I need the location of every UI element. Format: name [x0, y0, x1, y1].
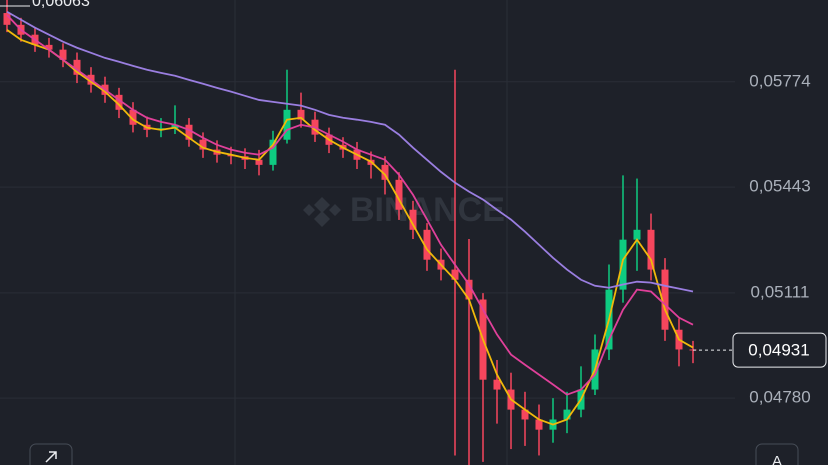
candle-body — [381, 164, 389, 180]
auto-button[interactable] — [755, 443, 799, 465]
candle-body — [45, 44, 53, 50]
y-tick-label: 0,04780 — [749, 388, 810, 407]
candle-body — [255, 159, 263, 165]
candle-body — [269, 139, 277, 165]
last-price-label: 0,04931 — [748, 341, 809, 360]
moving-average-line — [6, 14, 694, 396]
candle-body — [535, 419, 543, 430]
candle-body — [647, 229, 655, 270]
candle-body — [129, 109, 137, 125]
moving-average-line — [6, 10, 694, 293]
candle-body — [661, 269, 669, 330]
candle-body — [409, 209, 417, 230]
last-price-box — [732, 332, 827, 368]
candle-body — [465, 279, 473, 300]
candle-body — [59, 49, 67, 60]
auto-button-label: A — [772, 453, 782, 465]
y-tick-label: 0,05774 — [749, 71, 810, 90]
candle-body — [493, 379, 501, 390]
candle-body — [521, 409, 529, 420]
candle-body — [73, 59, 81, 75]
candle-body — [297, 109, 305, 120]
candle-body — [3, 13, 11, 25]
moving-average-line — [6, 29, 694, 426]
candle-body — [283, 109, 291, 140]
candle-body — [199, 139, 207, 150]
expand-icon — [45, 451, 57, 463]
y-tick-label: 0,05443 — [749, 177, 810, 196]
candle-body — [423, 229, 431, 260]
candle-body — [451, 269, 459, 280]
candle-body — [395, 179, 403, 210]
candle-body — [619, 239, 627, 290]
watermark-logo — [303, 197, 341, 227]
candle-body — [633, 229, 641, 240]
y-tick-label: 0,05111 — [751, 282, 810, 301]
expand-button[interactable] — [29, 443, 73, 465]
candle-body — [563, 409, 571, 420]
max-price-label: 0,06063 — [32, 0, 90, 10]
candle-body — [115, 94, 123, 110]
candle-body — [185, 124, 193, 140]
candle-body — [171, 124, 179, 129]
